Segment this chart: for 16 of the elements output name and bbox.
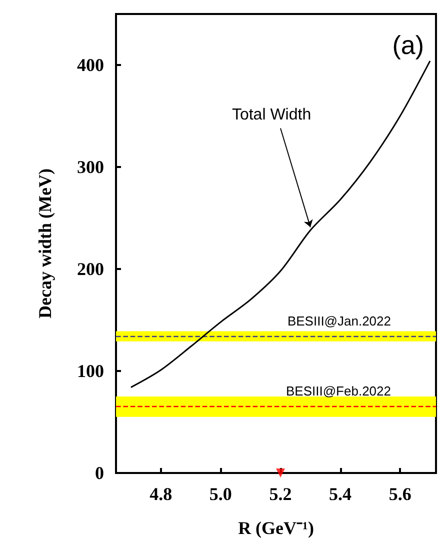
annotation: Total Width [232,106,312,124]
ref-line-label: BESIII@Jan.2022 [287,313,391,328]
x-tick-label: 5.0 [209,484,232,504]
x-axis-title: R (GeV⁻¹) [238,518,314,538]
x-tick-label: 5.4 [329,484,352,504]
y-tick-label: 0 [95,463,104,483]
y-tick-label: 100 [77,361,104,381]
x-tick-label: 5.2 [269,484,292,504]
y-tick-label: 300 [77,157,104,177]
y-tick-label: 400 [77,55,104,75]
x-tick-label: 4.8 [150,484,172,504]
ref-line-label: BESIII@Feb.2022 [286,384,391,399]
annotation: (a) [392,30,424,60]
x-tick-label: 5.6 [388,484,412,504]
y-tick-label: 200 [77,259,104,279]
y-axis-title: Decay width (MeV) [35,168,55,318]
